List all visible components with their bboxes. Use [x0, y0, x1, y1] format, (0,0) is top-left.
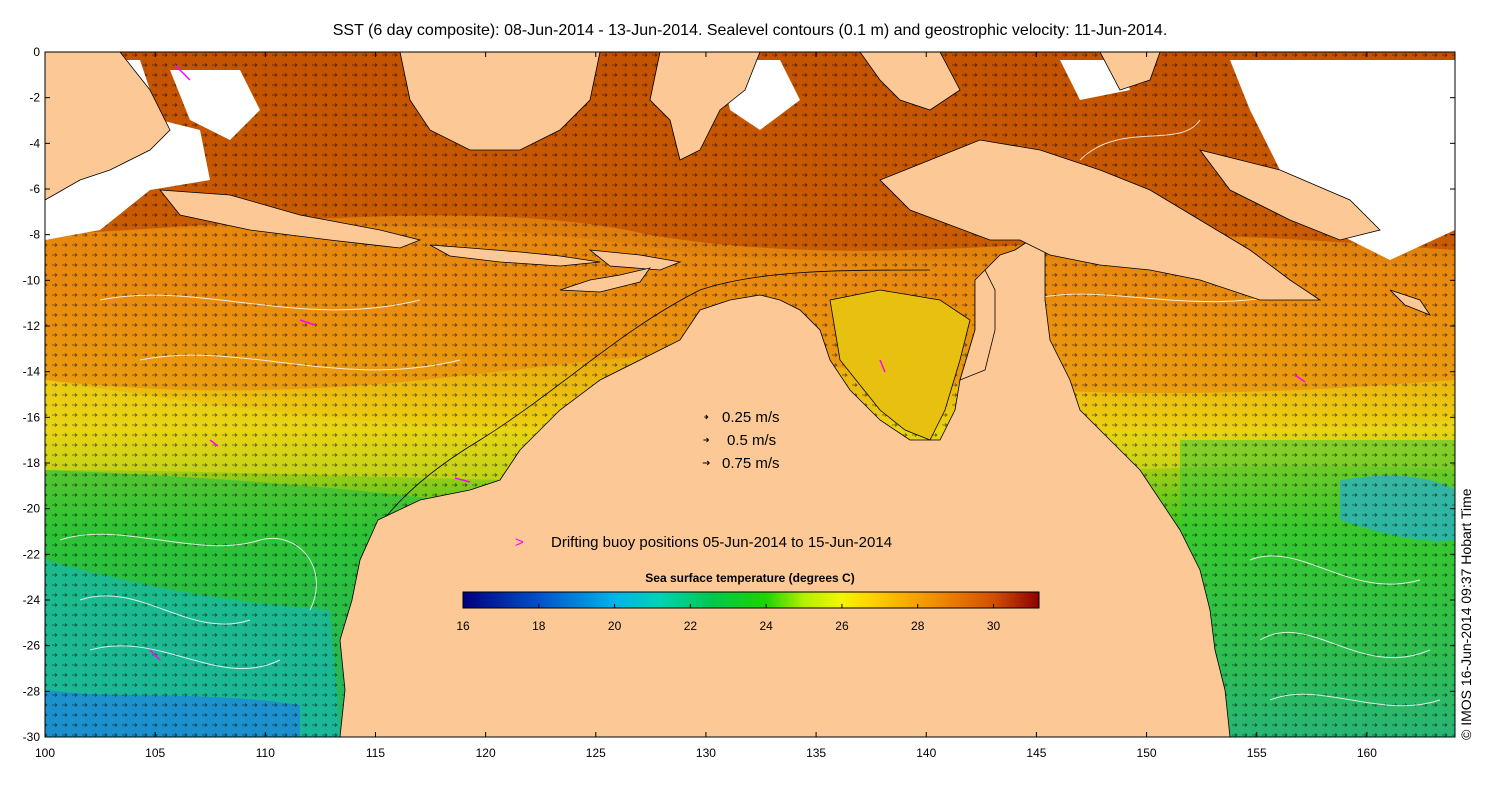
- velocity-legend-arrow: [704, 414, 709, 420]
- lon-tick-label: 105: [145, 746, 165, 760]
- lon-tick-label: 145: [1026, 746, 1046, 760]
- buoy-legend-label: Drifting buoy positions 05-Jun-2014 to 1…: [551, 534, 892, 551]
- lat-tick-label: 0: [33, 45, 40, 59]
- lon-tick-label: 115: [366, 746, 385, 760]
- colorbar-ticks: 16 18 20 22 24 26 28 30: [456, 604, 1001, 633]
- lat-tick-label: -16: [23, 410, 41, 424]
- lat-tick-label: -4: [29, 136, 40, 150]
- lon-tick-label: 135: [806, 746, 826, 760]
- lon-tick-label: 130: [696, 746, 716, 760]
- velocity-legend-label: 0.5 m/s: [727, 432, 776, 449]
- map-frame: [44, 51, 1456, 738]
- colorbar-tick-label: 16: [456, 619, 470, 633]
- lon-tick-label: 140: [916, 746, 936, 760]
- new-guinea-landmass: [879, 139, 1322, 301]
- velocity-legend: 0.25 m/s 0.5 m/s 0.75 m/s: [702, 409, 780, 472]
- colorbar-tick-label: 22: [684, 619, 698, 633]
- lat-tick-label: -22: [23, 547, 41, 561]
- java-landmass: [159, 189, 422, 249]
- colorbar-tick-label: 30: [987, 619, 1001, 633]
- lat-tick-label: -12: [23, 319, 41, 333]
- buoy-tracks: [149, 64, 1306, 661]
- colorbar-bar: [462, 591, 1040, 609]
- lon-tick-label: 125: [586, 746, 606, 760]
- lon-tick-label: 160: [1357, 746, 1377, 760]
- colorbar-tick-label: 26: [835, 619, 849, 633]
- lon-tick-label: 155: [1247, 746, 1267, 760]
- lat-tick-label: -30: [23, 730, 41, 744]
- land-masses: [45, 52, 1432, 737]
- velocity-legend-label: 0.75 m/s: [722, 455, 780, 472]
- sealevel-contours: [59, 119, 1441, 707]
- lat-tick-label: -28: [23, 684, 41, 698]
- lat-tick-label: -18: [23, 456, 41, 470]
- lat-tick-label: -24: [23, 593, 41, 607]
- australia-landmass: [339, 239, 1231, 737]
- lon-tick-label: 150: [1137, 746, 1157, 760]
- sumatra-landmass: [45, 52, 171, 201]
- sulawesi-landmass: [649, 52, 761, 161]
- lon-tick-label: 120: [476, 746, 496, 760]
- sst-colorbar: Sea surface temperature (degrees C) 16 18…: [456, 571, 1040, 633]
- colorbar-tick-label: 24: [759, 619, 773, 633]
- lat-tick-label: -2: [29, 91, 40, 105]
- copyright-credit: © IMOS 16-Jun-2014 09:37 Hobart Time: [1458, 488, 1474, 740]
- longitude-axis: 100 105 110 115 120 125 130 135 140 145 150 155 160: [35, 52, 1377, 760]
- latitude-axis: 0 -2 -4 -6 -8 -10 -12 -14 -16 -18 -20 -22 -24 -26 -28 -…: [23, 45, 1455, 744]
- lat-tick-label: -6: [29, 182, 40, 196]
- lat-tick-label: -10: [23, 273, 41, 287]
- ocean-sst-field: [45, 52, 1455, 737]
- colorbar-tick-label: 20: [608, 619, 622, 633]
- lat-tick-label: -20: [23, 502, 41, 516]
- velocity-legend-arrow: [702, 460, 710, 466]
- velocity-legend-label: 0.25 m/s: [722, 409, 780, 426]
- colorbar-title: Sea surface temperature (degrees C): [645, 571, 854, 585]
- colorbar-tick-label: 18: [532, 619, 546, 633]
- lon-tick-label: 100: [35, 746, 55, 760]
- borneo-landmass: [399, 52, 601, 151]
- lat-tick-label: -8: [29, 228, 40, 242]
- map-title: SST (6 day composite): 08-Jun-2014 - 13-…: [332, 22, 1168, 39]
- velocity-legend-arrow: [703, 437, 710, 443]
- buoy-legend: > Drifting buoy positions 05-Jun-2014 to…: [515, 534, 892, 551]
- buoy-legend-symbol: >: [515, 534, 524, 551]
- lat-tick-label: -26: [23, 639, 41, 653]
- colorbar-tick-label: 28: [911, 619, 925, 633]
- lat-tick-label: -14: [23, 365, 41, 379]
- lon-tick-label: 110: [256, 746, 275, 760]
